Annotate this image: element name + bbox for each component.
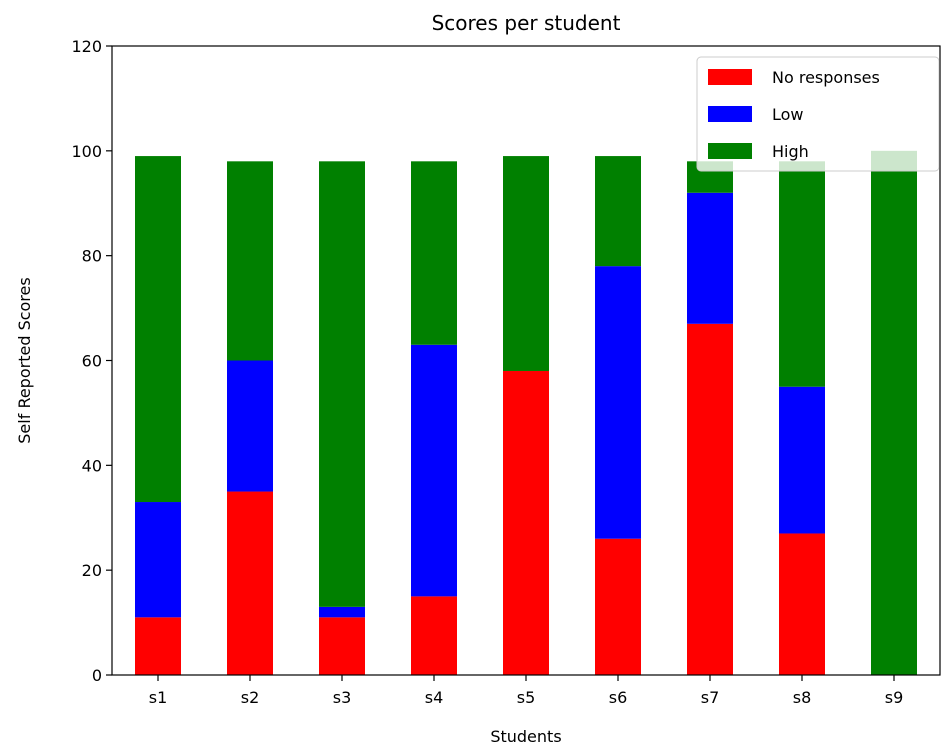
bar-s1-no-responses (135, 617, 181, 675)
x-axis-label: Students (490, 727, 561, 746)
bar-s8-no-responses (779, 533, 825, 675)
y-tick-label: 120 (71, 37, 102, 56)
legend-box (696, 56, 940, 172)
x-tick-label: s9 (885, 688, 904, 707)
chart-title: Scores per student (432, 11, 621, 35)
bar-s8-low (779, 386, 825, 534)
bar-s6-high (595, 156, 641, 267)
legend-label-high: High (772, 142, 809, 161)
bar-s1-low (135, 502, 181, 618)
bar-s5-no-responses (503, 370, 549, 675)
y-tick-label: 20 (82, 561, 102, 580)
bar-s4-high (411, 161, 457, 345)
x-tick-label: s6 (609, 688, 628, 707)
y-tick-label: 40 (82, 456, 102, 475)
x-tick-label: s3 (333, 688, 352, 707)
bars-group (135, 150, 917, 676)
bar-s3-no-responses (319, 617, 365, 675)
legend-label-low: Low (772, 105, 804, 124)
bar-s7-no-responses (687, 323, 733, 675)
axes-group: 0 20 40 60 80 100 120 s1 s2 s3 s4 s5 s6 s7 s8 s9 (71, 37, 941, 707)
x-tick-label: s7 (701, 688, 720, 707)
x-tick-label: s4 (425, 688, 444, 707)
legend-swatch-no-responses (708, 69, 752, 85)
bar-s6-low (595, 266, 641, 539)
bar-s6-no-responses (595, 538, 641, 675)
legend-label-no-responses: No responses (772, 68, 880, 87)
bar-s9-high (871, 150, 917, 676)
x-tick-label: s1 (149, 688, 168, 707)
x-tick-label: s8 (793, 688, 812, 707)
y-tick-label: 0 (92, 666, 102, 685)
bar-s2-low (227, 360, 273, 492)
x-tick-label: s5 (517, 688, 536, 707)
legend-swatch-high (708, 143, 752, 159)
bar-s1-high (135, 156, 181, 503)
bar-s4-low (411, 344, 457, 597)
bar-s2-high (227, 161, 273, 361)
y-tick-label: 60 (82, 352, 102, 371)
y-axis-label: Self Reported Scores (15, 277, 34, 443)
bar-s5-high (503, 156, 549, 371)
x-tick-label: s2 (241, 688, 260, 707)
bar-s3-high (319, 161, 365, 607)
bar-s4-no-responses (411, 596, 457, 675)
y-tick-label: 100 (71, 142, 102, 161)
legend: No responses Low High (696, 56, 940, 172)
bar-s3-low (319, 606, 365, 618)
bar-s7-low (687, 192, 733, 324)
bar-s2-no-responses (227, 491, 273, 675)
y-tick-label: 80 (82, 247, 102, 266)
bar-s8-high (779, 161, 825, 387)
legend-swatch-low (708, 106, 752, 122)
